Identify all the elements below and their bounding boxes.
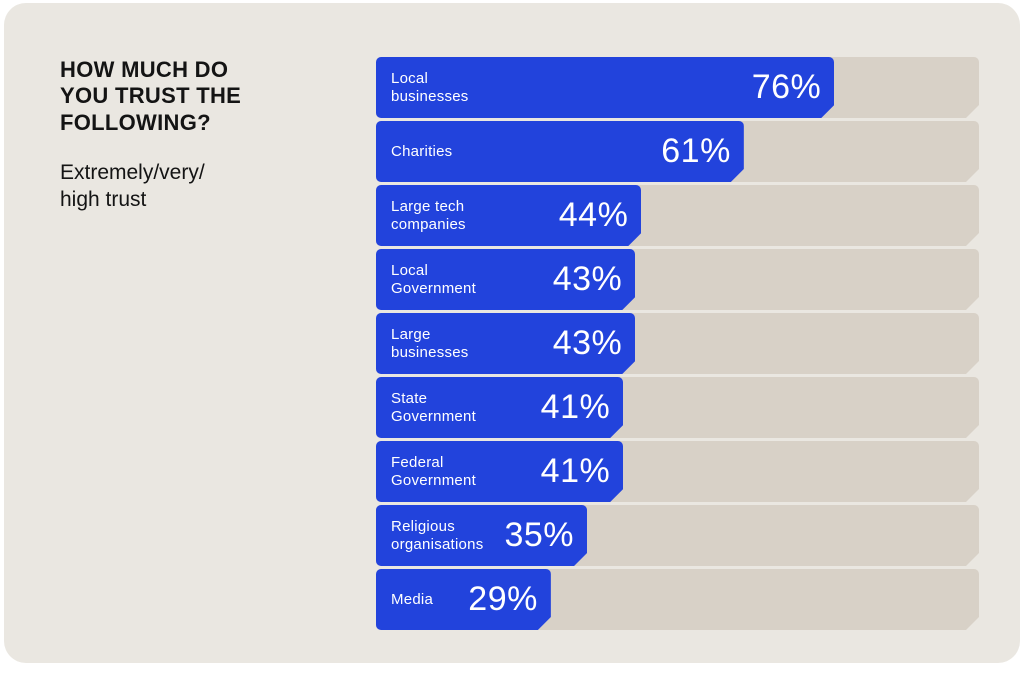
bar-value-label: 44%	[558, 196, 629, 234]
bar: Large businesses 43%	[376, 313, 635, 374]
bar: Federal Government 41%	[376, 441, 623, 502]
bar-value-label: 61%	[661, 132, 731, 170]
bar-row: Federal Government 41%	[376, 441, 979, 502]
bar-value-label: 35%	[504, 516, 575, 554]
bar-category-label: Large businesses	[391, 325, 469, 361]
chart-subtitle: Extremely/very/ high trust	[60, 161, 205, 212]
bar: State Government 41%	[376, 377, 623, 438]
bar: Charities 61%	[376, 121, 744, 182]
bar-category-label: Local businesses	[391, 69, 469, 105]
bar-value-label: 43%	[552, 260, 623, 298]
bar-row: Local businesses 76%	[376, 57, 979, 118]
chart-title: HOW MUCH DO YOU TRUST THE FOLLOWING?	[60, 57, 242, 135]
bar-category-label: Federal Government	[391, 453, 477, 489]
bar-row: Charities 61%	[376, 121, 979, 182]
bar-category-label: Religious organisations	[391, 517, 484, 553]
bar-value-label: 43%	[552, 324, 623, 362]
bar-row: Large businesses 43%	[376, 313, 979, 374]
bar-row: Large tech companies 44%	[376, 185, 979, 246]
bar-value-label: 29%	[468, 580, 538, 618]
bar-row: Local Government 43%	[376, 249, 979, 310]
bar: Media 29%	[376, 569, 551, 630]
bar: Local Government 43%	[376, 249, 635, 310]
infographic-card: HOW MUCH DO YOU TRUST THE FOLLOWING? Ext…	[4, 3, 1020, 663]
bar-row: Media 29%	[376, 569, 979, 630]
bar: Religious organisations 35%	[376, 505, 587, 566]
bar: Local businesses 76%	[376, 57, 834, 118]
bar-category-label: Large tech companies	[391, 197, 466, 233]
bar-chart: Local businesses 76% Charities 61% Large…	[376, 57, 979, 663]
bar-row: Religious organisations 35%	[376, 505, 979, 566]
bar-category-label: Local Government	[391, 261, 477, 297]
bar: Large tech companies 44%	[376, 185, 641, 246]
bar-row: State Government 41%	[376, 377, 979, 438]
bar-category-label: Media	[391, 590, 434, 608]
bar-value-label: 41%	[540, 452, 611, 490]
bar-category-label: State Government	[391, 389, 477, 425]
bar-category-label: Charities	[391, 142, 453, 160]
bar-value-label: 41%	[540, 388, 611, 426]
bar-value-label: 76%	[751, 68, 822, 106]
chart-header: HOW MUCH DO YOU TRUST THE FOLLOWING? Ext…	[60, 57, 376, 663]
